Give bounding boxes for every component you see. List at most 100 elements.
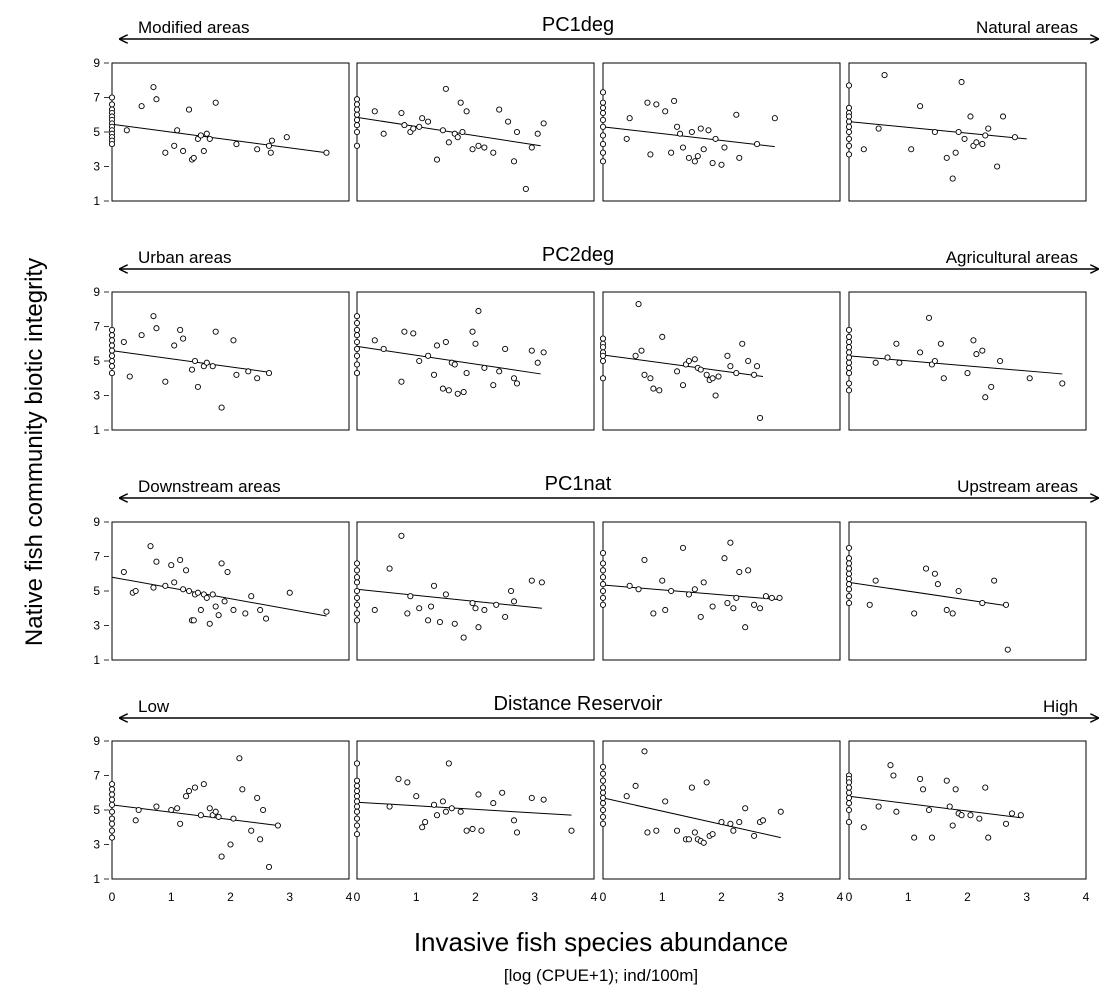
data-point [845, 370, 853, 377]
panel-r1-c3 [599, 62, 841, 202]
data-point [422, 819, 429, 826]
data-point [108, 347, 116, 354]
data-point [413, 793, 420, 800]
data-point [267, 149, 274, 156]
data-point [430, 801, 438, 808]
data-point [845, 151, 853, 158]
row-3-left-label: Downstream areas [138, 477, 281, 496]
data-point [668, 149, 675, 156]
data-point [135, 806, 142, 814]
y-tick-label: 3 [93, 619, 100, 633]
data-point [239, 786, 246, 793]
data-point [928, 834, 936, 841]
data-point [866, 601, 873, 608]
data-point [430, 582, 438, 589]
data-point [949, 822, 956, 829]
data-point [982, 784, 989, 791]
data-point [691, 586, 698, 593]
panel-frame [848, 291, 1087, 431]
trend-line [111, 123, 327, 154]
data-point [353, 803, 361, 810]
data-point [694, 153, 701, 160]
data-point [425, 617, 432, 624]
data-point [718, 819, 725, 826]
data-point [979, 600, 986, 607]
data-point [599, 99, 607, 106]
data-point [206, 135, 213, 142]
data-point [647, 375, 654, 382]
data-point [700, 146, 707, 153]
data-point [265, 142, 273, 149]
data-point [469, 146, 476, 153]
data-point [401, 328, 408, 335]
data-point [108, 820, 116, 827]
data-point [416, 605, 423, 612]
data-point [662, 108, 669, 115]
data-point [736, 154, 743, 161]
panel-r2-c4 [845, 291, 1087, 431]
data-point [177, 820, 184, 827]
data-point [185, 106, 193, 113]
data-point [108, 781, 116, 788]
data-point [430, 371, 438, 378]
data-point [1026, 375, 1033, 382]
data-point [460, 634, 467, 641]
data-point [872, 577, 879, 584]
y-tick-label: 7 [93, 550, 100, 564]
data-point [353, 822, 361, 829]
data-point [463, 370, 470, 377]
data-point [887, 762, 894, 769]
data-point [353, 101, 361, 108]
x-tick-label: 4 [346, 890, 353, 904]
data-point [190, 617, 197, 624]
data-point [751, 371, 758, 378]
data-point [353, 798, 361, 805]
data-point [108, 342, 116, 349]
data-point [893, 340, 900, 347]
data-point [206, 620, 213, 627]
y-tick-label: 9 [93, 285, 100, 299]
data-point [236, 755, 243, 762]
data-point [718, 161, 725, 168]
data-point [754, 141, 761, 148]
data-point [721, 555, 728, 562]
data-point [955, 128, 962, 136]
data-point [679, 544, 687, 551]
data-point [475, 142, 482, 149]
data-point [254, 146, 261, 153]
data-point [242, 610, 249, 617]
data-point [1011, 134, 1018, 141]
data-point [371, 337, 378, 344]
data-point [153, 803, 160, 810]
data-point [653, 101, 660, 108]
data-point [475, 791, 482, 798]
x-tick-label: 2 [718, 890, 725, 904]
data-point [478, 827, 485, 834]
data-point [153, 558, 160, 565]
data-point [245, 368, 252, 375]
data-point [958, 812, 965, 819]
data-point [371, 108, 378, 115]
data-point [845, 779, 853, 786]
trend-line [848, 355, 1063, 375]
data-point [931, 128, 938, 136]
data-point [688, 784, 695, 791]
trend-line [848, 795, 1021, 819]
data-point [599, 820, 607, 827]
data-point [943, 777, 950, 784]
data-point [697, 366, 704, 373]
data-point [224, 568, 231, 576]
data-point [416, 123, 423, 130]
data-point [635, 586, 642, 593]
data-point [691, 356, 698, 363]
data-point [177, 556, 184, 564]
data-point [967, 812, 974, 819]
data-point [671, 97, 678, 104]
data-point [353, 313, 361, 320]
data-point [419, 824, 426, 831]
data-point [502, 345, 509, 352]
data-point [860, 146, 867, 153]
data-point [703, 779, 710, 786]
data-point [650, 610, 657, 617]
data-point [599, 789, 607, 796]
